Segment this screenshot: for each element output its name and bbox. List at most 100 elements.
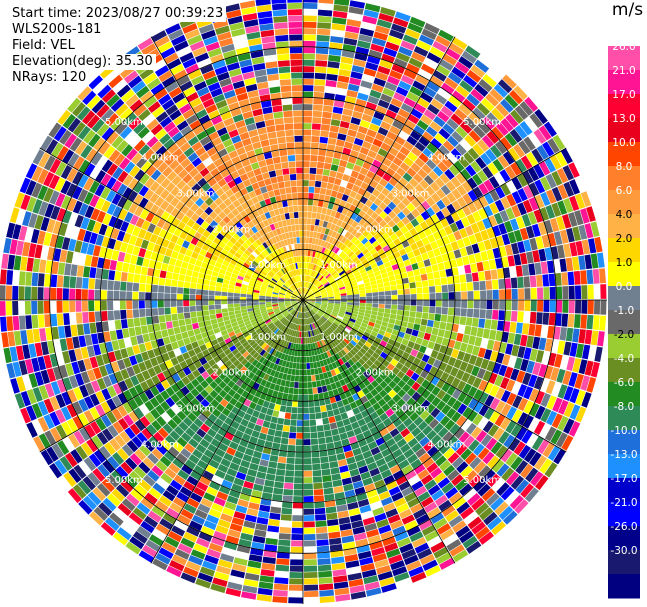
gate: [396, 423, 407, 433]
gate: [372, 402, 381, 411]
ray-62: [256, 300, 303, 602]
gate: [435, 300, 442, 307]
gate: [346, 196, 355, 204]
gate: [338, 270, 345, 276]
gate: [309, 231, 314, 238]
gate: [470, 88, 485, 102]
gate: [206, 403, 216, 413]
gate: [482, 469, 496, 483]
gate: [191, 407, 202, 418]
gate: [325, 506, 337, 514]
gate: [274, 350, 280, 358]
gate: [508, 437, 521, 452]
gate: [325, 357, 332, 365]
gate: [359, 504, 372, 514]
gate: [176, 293, 183, 300]
gate: [209, 309, 216, 315]
gate: [367, 150, 377, 159]
gate: [454, 307, 461, 316]
gate: [466, 177, 478, 189]
gate: [306, 290, 311, 296]
gate: [336, 249, 343, 256]
gate: [233, 296, 240, 300]
gate: [326, 274, 333, 280]
gate: [387, 201, 397, 211]
gate: [321, 346, 326, 353]
gate: [434, 313, 442, 322]
gate: [387, 338, 396, 346]
gate: [573, 270, 581, 285]
gate: [252, 450, 263, 459]
gate: [265, 353, 272, 360]
gate: [196, 428, 207, 438]
gate: [471, 272, 479, 282]
ray-22: [303, 176, 586, 300]
gate: [187, 263, 195, 271]
gate: [294, 304, 300, 310]
gate: [365, 289, 372, 294]
gate: [223, 385, 232, 394]
gate: [344, 369, 352, 377]
gate: [391, 491, 404, 502]
gate: [303, 394, 309, 401]
gate: [313, 400, 320, 407]
gate: [210, 399, 220, 408]
gate: [478, 404, 490, 417]
gate: [462, 193, 473, 205]
gate: [308, 276, 312, 283]
gate: [404, 469, 417, 481]
gate: [486, 360, 496, 372]
gate: [327, 291, 334, 295]
gate: [117, 503, 132, 517]
gate: [184, 459, 197, 470]
gate: [362, 450, 373, 459]
ray-47: [303, 300, 494, 545]
gate: [425, 126, 438, 138]
gate: [310, 438, 319, 445]
gate: [434, 221, 444, 231]
gate: [190, 317, 198, 324]
gate: [446, 435, 458, 447]
gate: [244, 361, 252, 369]
gate: [337, 165, 346, 174]
gate: [500, 486, 515, 501]
gate: [460, 448, 473, 461]
gate: [240, 366, 248, 374]
gate: [164, 307, 171, 315]
gate: [456, 380, 467, 391]
gate: [560, 355, 569, 370]
gate: [420, 210, 430, 221]
gate: [227, 411, 237, 421]
gate: [230, 569, 246, 579]
gate: [557, 184, 569, 200]
gate: [181, 331, 189, 339]
gate: [391, 23, 407, 34]
gate: [324, 92, 335, 100]
gate: [454, 108, 468, 121]
gate: [445, 48, 461, 61]
gate: [546, 189, 557, 204]
gate: [511, 190, 523, 204]
gate: [447, 452, 460, 464]
gate: [415, 431, 426, 442]
ray-52: [303, 300, 427, 583]
gate: [480, 300, 487, 309]
gate: [574, 176, 586, 193]
gate: [416, 204, 426, 214]
gate: [366, 420, 376, 430]
gate: [500, 196, 511, 210]
gate: [303, 477, 313, 484]
gate: [308, 303, 314, 308]
gate: [304, 262, 307, 269]
gate: [351, 228, 359, 236]
gate: [515, 479, 530, 494]
gate: [321, 254, 326, 261]
gate: [244, 377, 252, 385]
gate: [550, 367, 560, 382]
gate: [389, 464, 401, 475]
gate: [303, 527, 316, 534]
gate: [203, 315, 211, 321]
gate: [193, 543, 208, 554]
gate: [413, 268, 421, 276]
gate: [295, 304, 300, 310]
